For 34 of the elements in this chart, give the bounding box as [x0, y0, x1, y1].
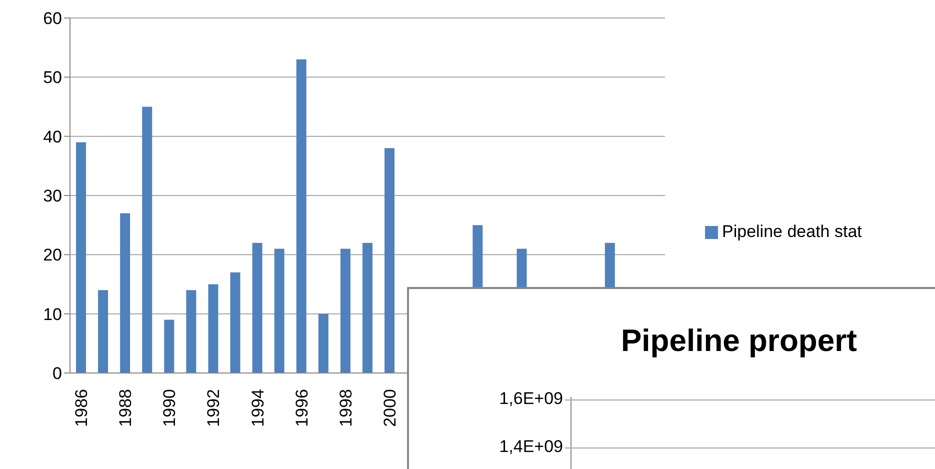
bar — [318, 314, 328, 373]
bar — [296, 59, 306, 373]
x-tick-label: 2000 — [380, 389, 400, 427]
bar — [362, 242, 372, 373]
x-tick-label: 1996 — [292, 389, 312, 427]
bar — [186, 290, 196, 373]
x-tick-label: 1990 — [160, 389, 180, 427]
bar — [384, 148, 395, 373]
x-tick-label: 1992 — [204, 389, 224, 427]
bar — [208, 284, 218, 373]
bar — [76, 142, 86, 373]
x-tick-label: 1986 — [72, 389, 92, 427]
y-tick-label: 0 — [52, 364, 62, 384]
bar — [120, 213, 130, 373]
legend-label: Pipeline death stat — [722, 222, 862, 241]
bar — [164, 320, 174, 373]
bar — [252, 242, 262, 373]
text: Pipeline propert — [621, 323, 857, 359]
x-tick-label: 1994 — [248, 389, 268, 427]
text: 1,4E+09 — [499, 437, 563, 457]
bar — [230, 272, 240, 373]
y-tick-label: 60 — [43, 9, 62, 28]
bar — [98, 290, 108, 373]
text: 1,6E+09 — [499, 389, 563, 409]
x-tick-label: 1988 — [116, 389, 136, 427]
y-tick-label: 20 — [43, 246, 62, 265]
bar — [142, 106, 152, 373]
bar — [274, 248, 284, 373]
y-tick-label: 50 — [43, 68, 62, 88]
y-tick-label: 40 — [43, 127, 62, 146]
y-tick-label: 30 — [43, 186, 62, 206]
x-tick-label: 1998 — [336, 389, 356, 427]
bar — [340, 248, 350, 373]
y-tick-label: 10 — [43, 304, 62, 324]
